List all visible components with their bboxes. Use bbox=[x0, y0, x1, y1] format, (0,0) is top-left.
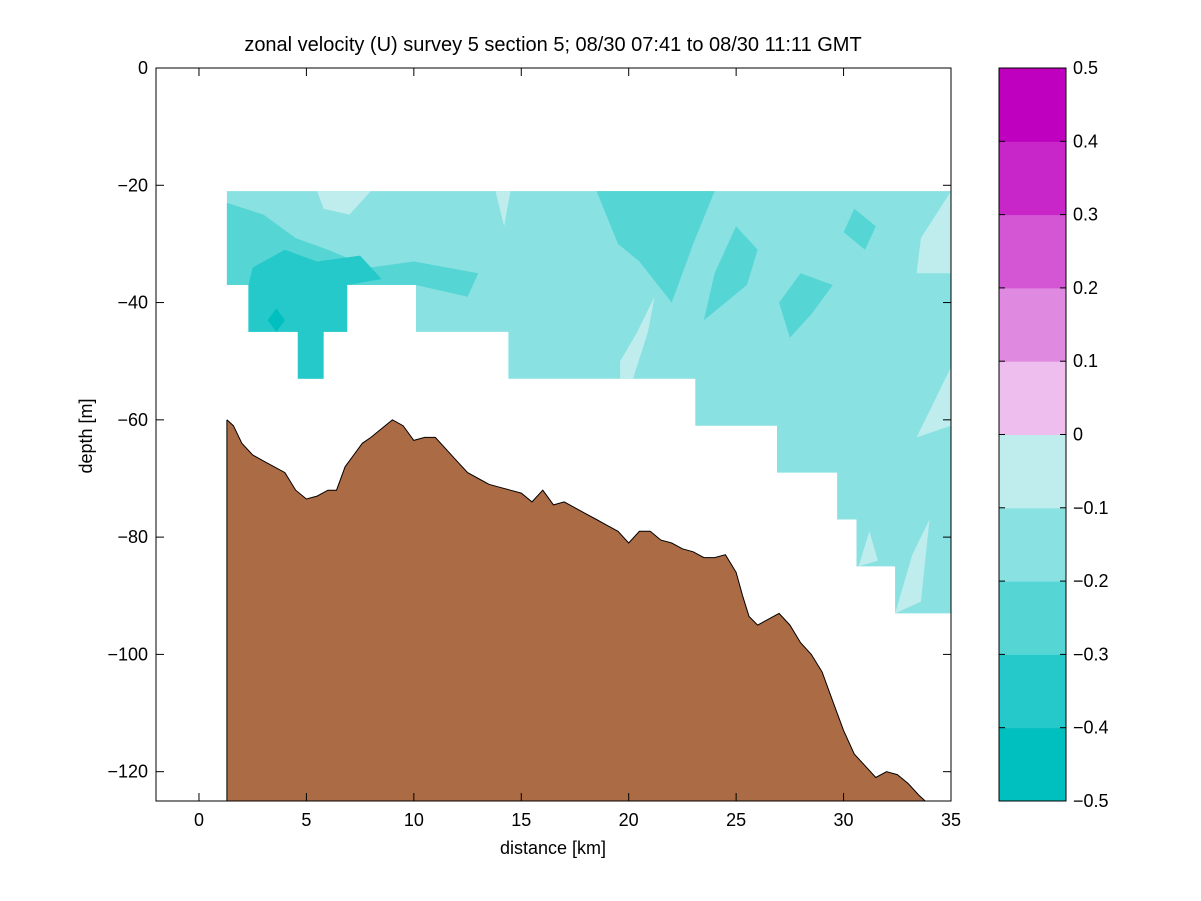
colorbar-ticks: −0.5 −0.4 −0.3 −0.2 −0.1 0 0.1 0.2 0.3 0.4 0.5 bbox=[999, 58, 1109, 811]
colorbar-tick-label: −0.3 bbox=[1073, 644, 1109, 664]
colorbar-tick-label: 0 bbox=[1073, 425, 1083, 445]
colorbar-tick-label: 0.4 bbox=[1073, 131, 1098, 151]
colorbar-swatch bbox=[999, 214, 1066, 289]
colorbar-swatch bbox=[999, 141, 1066, 216]
colorbar-swatch bbox=[999, 361, 1066, 435]
colorbar: −0.5 −0.4 −0.3 −0.2 −0.1 0 0.1 0.2 0.3 0.4 0.5 bbox=[998, 58, 1109, 811]
velocity-patch-12 bbox=[858, 531, 878, 567]
plot-area bbox=[226, 191, 951, 801]
velocity-patch-5 bbox=[779, 273, 833, 338]
y-tick-label: −20 bbox=[117, 175, 148, 195]
y-tick-label: −120 bbox=[107, 762, 148, 782]
colorbar-tick-label: 0.3 bbox=[1073, 205, 1098, 225]
velocity-patch-10 bbox=[916, 367, 951, 438]
velocity-patch-2 bbox=[267, 308, 285, 332]
bathymetry bbox=[226, 419, 926, 801]
y-tick-label: −60 bbox=[117, 410, 148, 430]
colorbar-swatch bbox=[999, 68, 1066, 142]
velocity-patch-4 bbox=[703, 226, 758, 321]
seabed-outline bbox=[226, 419, 926, 801]
colorbar-tick-label: −0.4 bbox=[1073, 718, 1109, 738]
x-axis-label: distance [km] bbox=[500, 838, 606, 858]
colorbar-swatch bbox=[999, 507, 1066, 582]
x-tick-label: 35 bbox=[941, 810, 961, 830]
colorbar-swatch bbox=[999, 287, 1066, 362]
x-tick-label: 5 bbox=[301, 810, 311, 830]
y-tick-label: −40 bbox=[117, 293, 148, 313]
velocity-patch-8 bbox=[495, 191, 511, 227]
colorbar-tick-label: 0.2 bbox=[1073, 278, 1098, 298]
colorbar-swatches bbox=[999, 68, 1066, 802]
velocity-patch-7 bbox=[317, 191, 371, 215]
colorbar-swatch bbox=[999, 434, 1066, 509]
colorbar-tick-label: 0.1 bbox=[1073, 351, 1098, 371]
seabed-fill bbox=[226, 419, 926, 801]
colorbar-tick-label: 0.5 bbox=[1073, 58, 1098, 78]
x-tick-label: 20 bbox=[619, 810, 639, 830]
velocity-field bbox=[226, 191, 951, 614]
velocity-patch-9 bbox=[916, 191, 951, 274]
velocity-data-region bbox=[226, 191, 951, 614]
colorbar-tick-label: −0.5 bbox=[1073, 791, 1109, 811]
x-axis-ticks: 0 5 10 15 20 25 30 35 bbox=[194, 68, 961, 830]
x-tick-label: 30 bbox=[834, 810, 854, 830]
y-axis-ticks: 0 −20 −40 −60 −80 −100 −120 bbox=[107, 58, 951, 782]
colorbar-swatch bbox=[999, 727, 1066, 802]
x-tick-label: 15 bbox=[511, 810, 531, 830]
x-tick-label: 10 bbox=[404, 810, 424, 830]
x-tick-label: 0 bbox=[194, 810, 204, 830]
x-tick-label: 25 bbox=[726, 810, 746, 830]
colorbar-tick-label: −0.2 bbox=[1073, 571, 1109, 591]
y-tick-label: −80 bbox=[117, 527, 148, 547]
velocity-patch-3 bbox=[596, 191, 715, 303]
velocity-patch-1 bbox=[248, 249, 382, 379]
axes-frame bbox=[155, 67, 952, 802]
velocity-patch-11 bbox=[895, 519, 930, 614]
y-tick-label: 0 bbox=[138, 58, 148, 78]
velocity-contour-patches bbox=[226, 191, 951, 614]
colorbar-tick-label: −0.1 bbox=[1073, 498, 1109, 518]
chart-title: zonal velocity (U) survey 5 section 5; 0… bbox=[244, 34, 861, 56]
velocity-patch-6 bbox=[843, 208, 876, 250]
colorbar-swatch bbox=[999, 654, 1066, 729]
y-tick-label: −100 bbox=[107, 644, 148, 664]
y-axis-label: depth [m] bbox=[76, 398, 96, 473]
velocity-patch-13 bbox=[620, 296, 655, 379]
colorbar-swatch bbox=[999, 581, 1066, 655]
